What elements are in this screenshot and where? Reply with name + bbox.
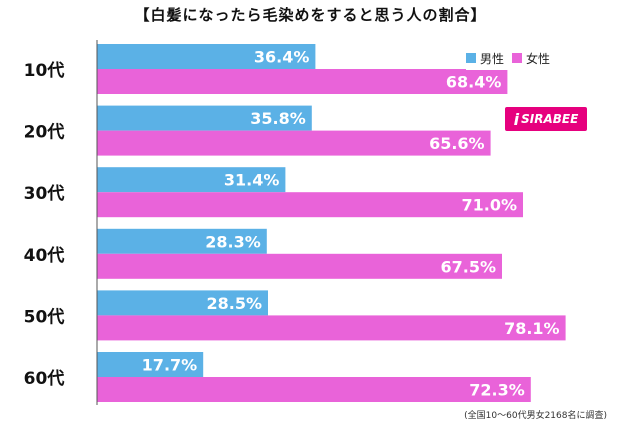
bar-female (97, 253, 502, 279)
bar-female (97, 377, 531, 402)
legend-item-male: 男性 (466, 50, 504, 67)
category-label: 20代 (24, 122, 65, 143)
data-label: 28.3% (205, 232, 261, 251)
bar-female (97, 192, 523, 218)
bar-male (97, 228, 267, 254)
bar-female (97, 315, 566, 341)
bar-male (97, 352, 204, 377)
legend-item-female: 女性 (512, 50, 550, 67)
bar-male (97, 44, 316, 69)
survey-note: (全国10〜60代男女2168名に調査) (464, 411, 607, 421)
data-label: 17.7% (142, 356, 198, 375)
data-label: 36.4% (254, 48, 310, 67)
data-label: 31.4% (224, 171, 280, 190)
bar-male (97, 290, 268, 316)
logo-text: SIRABEE (521, 112, 579, 126)
bar-male (97, 105, 312, 131)
data-label: 35.8% (250, 109, 306, 128)
data-label: 67.5% (440, 257, 496, 276)
data-label: 72.3% (469, 381, 525, 400)
category-label: 50代 (24, 306, 65, 327)
data-label: 28.5% (206, 294, 262, 313)
logo-mark-icon: i (513, 109, 520, 129)
legend-label-male: 男性 (480, 51, 505, 66)
category-label: 30代 (24, 183, 65, 204)
bar-female (97, 69, 508, 94)
category-label: 10代 (24, 60, 65, 81)
legend-swatch-female (512, 53, 523, 63)
bar-female (97, 130, 491, 156)
legend-label-female: 女性 (526, 51, 551, 66)
sirabee-logo: i SIRABEE (505, 107, 587, 131)
legend: 男性 女性 (466, 46, 586, 70)
bar-male (97, 167, 286, 193)
data-label: 68.4% (446, 73, 502, 92)
legend-swatch-male (466, 53, 476, 63)
category-label: 40代 (24, 245, 65, 266)
chart-title: 【白髪になったら毛染めをすると思う人の割合】 (134, 6, 487, 24)
data-label: 71.0% (461, 196, 517, 215)
data-label: 65.6% (429, 134, 485, 153)
data-label: 78.1% (504, 319, 560, 338)
category-label: 60代 (24, 368, 65, 389)
